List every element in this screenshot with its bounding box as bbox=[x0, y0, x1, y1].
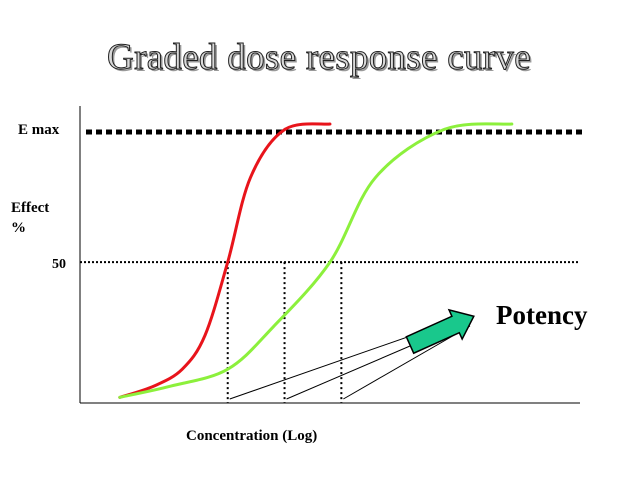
reference-lines bbox=[80, 129, 582, 403]
chart-title: Graded dose response curve bbox=[107, 37, 532, 79]
axes bbox=[79, 106, 580, 404]
y-axis-label: Effect % bbox=[11, 198, 71, 238]
potency-label: Potency bbox=[496, 300, 588, 330]
series-line-1 bbox=[118, 122, 332, 399]
series-lines bbox=[118, 122, 514, 399]
emax-label: E max bbox=[18, 122, 60, 138]
y-axis-label-line2: % bbox=[11, 220, 26, 236]
series-line-2 bbox=[118, 122, 514, 399]
potency-arrows bbox=[229, 308, 475, 400]
potency-arrow bbox=[405, 308, 475, 355]
y-axis-label-line1: Effect bbox=[11, 200, 50, 216]
y-tick-50: 50 bbox=[52, 257, 66, 272]
x-axis-label: Concentration (Log) bbox=[186, 428, 318, 444]
